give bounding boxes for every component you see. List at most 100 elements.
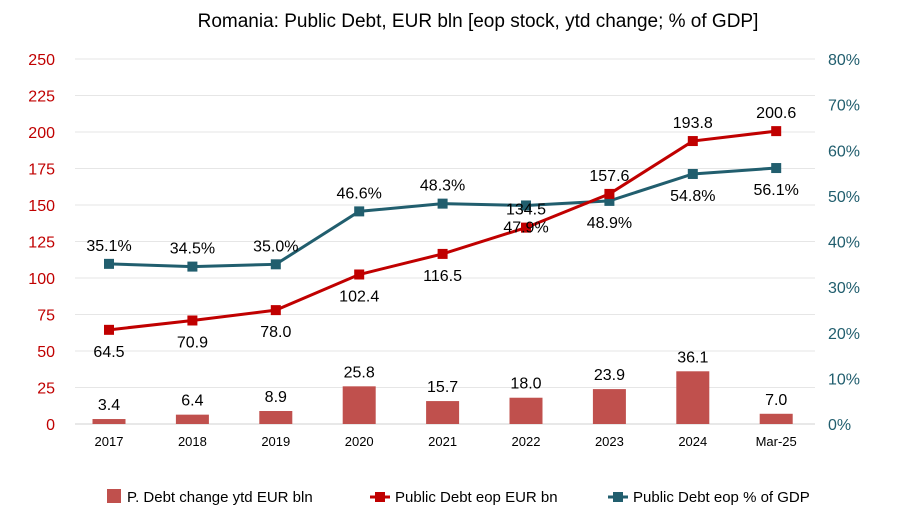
right-tick-label: 30% bbox=[828, 280, 860, 297]
bar bbox=[259, 411, 293, 424]
left-tick-label: 150 bbox=[28, 198, 55, 215]
bar-label: 6.4 bbox=[181, 393, 203, 410]
left-tick-label: 50 bbox=[37, 344, 55, 361]
bar bbox=[175, 414, 209, 424]
debt-pct-gdp-label: 56.1% bbox=[754, 182, 799, 199]
debt-eur-line bbox=[108, 129, 777, 332]
legend-teal-marker bbox=[613, 492, 623, 502]
legend: P. Debt change ytd EUR bln Public Debt eo… bbox=[107, 489, 810, 506]
bar bbox=[759, 413, 793, 424]
debt-pct-gdp-label: 46.6% bbox=[337, 185, 382, 202]
left-tick-label: 25 bbox=[37, 381, 55, 398]
bar-label: 3.4 bbox=[98, 397, 120, 414]
left-tick-label: 200 bbox=[28, 125, 55, 142]
debt-eur-marker bbox=[604, 188, 615, 199]
x-tick-label: 2020 bbox=[345, 434, 374, 449]
debt-pct-gdp-marker bbox=[270, 259, 281, 270]
debt-pct-gdp-marker bbox=[187, 261, 198, 272]
debt-eur-label: 134.5 bbox=[506, 202, 546, 219]
right-axis: 0% 10% 20% 30% 40% 50% 60% 70% 80% bbox=[828, 52, 860, 434]
debt-eur-label: 78.0 bbox=[260, 324, 291, 341]
legend-label: Public Debt eop EUR bn bbox=[395, 489, 558, 506]
debt-eur-marker bbox=[104, 324, 114, 335]
debt-eur-label: 64.5 bbox=[93, 344, 124, 361]
legend-red-marker bbox=[375, 492, 385, 502]
bar-label: 25.8 bbox=[344, 364, 375, 381]
bar bbox=[676, 371, 710, 424]
x-tick-label: 2021 bbox=[428, 434, 457, 449]
left-tick-label: 100 bbox=[28, 271, 55, 288]
bar-label: 18.0 bbox=[510, 376, 541, 393]
bar bbox=[426, 401, 460, 424]
legend-bar-swatch bbox=[107, 489, 121, 503]
bar-label: 7.0 bbox=[765, 392, 787, 409]
x-tick-label: 2018 bbox=[178, 434, 207, 449]
debt-pct-gdp-marker bbox=[354, 206, 365, 217]
debt-pct-gdp-label: 34.5% bbox=[170, 241, 215, 258]
right-tick-label: 80% bbox=[828, 52, 860, 69]
bar bbox=[342, 386, 376, 424]
left-tick-label: 175 bbox=[28, 162, 55, 179]
left-tick-label: 250 bbox=[28, 52, 55, 69]
x-tick-label: 2019 bbox=[261, 434, 290, 449]
debt-pct-gdp-marker bbox=[104, 258, 114, 269]
debt-pct-gdp-label: 54.8% bbox=[670, 188, 715, 205]
right-tick-label: 70% bbox=[828, 98, 860, 115]
debt-eur-marker bbox=[187, 315, 198, 326]
debt-eur-label: 157.6 bbox=[589, 168, 629, 185]
right-tick-label: 20% bbox=[828, 326, 860, 343]
debt-pct-gdp-label: 48.3% bbox=[420, 178, 465, 195]
debt-pct-gdp-label: 35.0% bbox=[253, 238, 298, 255]
chart-title: Romania: Public Debt, EUR bln [eop stock… bbox=[198, 11, 759, 32]
x-tick-label: 2023 bbox=[595, 434, 624, 449]
bar-label: 8.9 bbox=[265, 389, 287, 406]
line-series bbox=[104, 126, 782, 335]
debt-pct-gdp-marker bbox=[521, 200, 531, 211]
debt-pct-gdp-marker bbox=[687, 168, 698, 179]
right-tick-label: 40% bbox=[828, 235, 860, 252]
left-tick-label: 75 bbox=[37, 308, 55, 325]
debt-eur-marker bbox=[354, 269, 365, 280]
bar bbox=[92, 419, 126, 424]
right-tick-label: 10% bbox=[828, 371, 860, 388]
bar-label: 23.9 bbox=[594, 367, 625, 384]
debt-pct-gdp-marker bbox=[604, 195, 615, 206]
debt-eur-label: 200.6 bbox=[756, 105, 796, 122]
debt-eur-marker bbox=[270, 305, 281, 316]
left-tick-label: 225 bbox=[28, 89, 55, 106]
debt-eur-marker bbox=[437, 248, 448, 259]
left-tick-label: 125 bbox=[28, 235, 55, 252]
bar-label: 15.7 bbox=[427, 379, 458, 396]
right-tick-label: 50% bbox=[828, 189, 860, 206]
bar bbox=[592, 389, 626, 424]
debt-pct-gdp-label: 35.1% bbox=[86, 238, 131, 255]
x-tick-label: Mar-25 bbox=[756, 434, 797, 449]
debt-eur-marker bbox=[521, 222, 531, 233]
right-tick-label: 60% bbox=[828, 143, 860, 160]
debt-eur-label: 70.9 bbox=[177, 334, 208, 351]
debt-pct-gdp-label: 47.9% bbox=[503, 219, 548, 236]
legend-label: P. Debt change ytd EUR bln bbox=[127, 489, 313, 506]
left-axis: 0 25 50 75 100 125 150 175 200 225 250 bbox=[28, 52, 55, 434]
right-tick-label: 0% bbox=[828, 417, 851, 434]
debt-eur-label: 102.4 bbox=[339, 288, 379, 305]
x-tick-label: 2024 bbox=[678, 434, 707, 449]
debt-pct-gdp-label: 48.9% bbox=[587, 215, 632, 232]
debt-pct-gdp-marker bbox=[771, 163, 782, 174]
data-labels: 3.4 6.4 8.9 25.8 15.7 18.0 23.9 36.1 7.0 35.1% 34.… bbox=[86, 105, 799, 414]
bar-label: 36.1 bbox=[677, 349, 708, 366]
x-tick-label: 2017 bbox=[95, 434, 124, 449]
debt-eur-marker bbox=[771, 126, 782, 137]
gridlines bbox=[75, 58, 815, 425]
debt-eur-marker bbox=[687, 136, 698, 147]
debt-pct-gdp-marker bbox=[437, 198, 448, 209]
x-tick-label: 2022 bbox=[512, 434, 541, 449]
left-tick-label: 0 bbox=[46, 417, 55, 434]
x-axis: 2017 2018 2019 2020 2021 2022 2023 2024 Mar-25 bbox=[95, 434, 797, 449]
debt-eur-label: 116.5 bbox=[423, 268, 462, 285]
bar bbox=[509, 397, 543, 424]
bar-series bbox=[92, 371, 793, 424]
debt-eur-label: 193.8 bbox=[673, 115, 713, 132]
legend-label: Public Debt eop % of GDP bbox=[633, 489, 810, 506]
